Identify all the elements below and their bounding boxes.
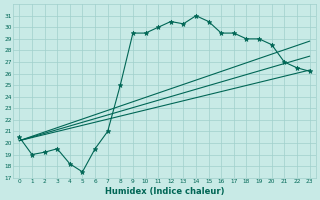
- X-axis label: Humidex (Indice chaleur): Humidex (Indice chaleur): [105, 187, 224, 196]
